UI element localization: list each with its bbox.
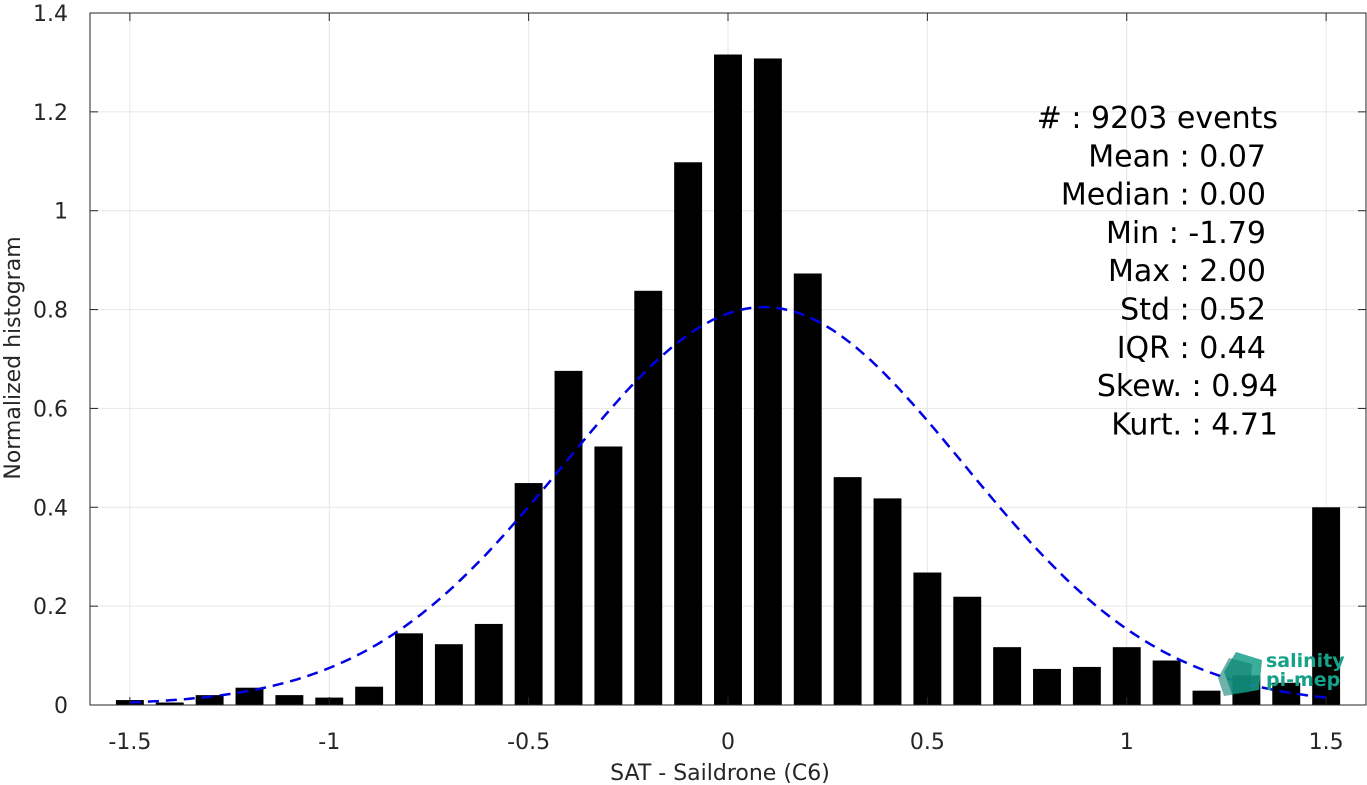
histogram-bar xyxy=(1152,660,1181,705)
y-axis-ticks: 0 0.2 0.4 0.6 0.8 1 1.2 1.4 xyxy=(33,2,1366,719)
stat-line: # : 9203 events xyxy=(1037,101,1278,136)
stat-line: Max : 2.00 xyxy=(1108,254,1266,289)
histogram-bar xyxy=(594,446,623,705)
gaussian-fit-curve xyxy=(129,305,1327,704)
histogram-bar xyxy=(793,273,822,705)
stat-line: Skew. : 0.94 xyxy=(1097,369,1278,404)
logo-line-1: salinity xyxy=(1266,650,1345,672)
histogram-bar xyxy=(634,290,663,705)
x-tick-label: 0 xyxy=(721,730,735,755)
histogram-bar xyxy=(913,572,942,705)
y-tick-label: 0 xyxy=(54,694,68,719)
y-tick-label: 0.6 xyxy=(33,397,68,422)
salinity-pi-mep-logo: salinity pi-mep xyxy=(1218,650,1345,696)
histogram-bar xyxy=(873,498,902,705)
histogram-bar xyxy=(833,477,862,705)
y-tick-label: 1.4 xyxy=(33,2,68,27)
stat-line: Median : 0.00 xyxy=(1061,178,1266,213)
histogram-bar xyxy=(1312,507,1341,705)
x-tick-label: -1.5 xyxy=(108,730,151,755)
stat-line: Min : -1.79 xyxy=(1106,216,1266,251)
histogram-bar xyxy=(355,686,384,705)
histogram-bar xyxy=(275,695,304,705)
x-tick-label: -1 xyxy=(318,730,340,755)
y-tick-label: 1.2 xyxy=(33,101,68,126)
histogram-bar xyxy=(1072,666,1101,705)
logo-wave-shape-back xyxy=(1218,658,1252,696)
histogram-bar xyxy=(155,702,184,705)
histogram-bars xyxy=(115,54,1341,705)
histogram-bar xyxy=(235,687,264,705)
histogram-bar xyxy=(434,644,463,705)
y-axis-label: Normalized histogram xyxy=(1,236,26,479)
x-tick-label: 0.5 xyxy=(910,730,945,755)
histogram-bar xyxy=(554,370,583,705)
histogram-bar xyxy=(1272,682,1301,705)
stat-line: IQR : 0.44 xyxy=(1117,331,1266,366)
histogram-bar xyxy=(474,623,503,705)
histogram-bar xyxy=(195,695,224,705)
x-tick-label: 1.5 xyxy=(1309,730,1344,755)
y-tick-label: 1 xyxy=(54,200,68,225)
histogram-bar xyxy=(753,58,782,705)
x-tick-label: -0.5 xyxy=(507,730,550,755)
y-tick-label: 0.8 xyxy=(33,299,68,324)
histogram-bar xyxy=(1033,668,1061,705)
histogram-bar xyxy=(674,162,703,705)
histogram-bar xyxy=(395,633,423,705)
histogram-bar xyxy=(514,483,543,705)
x-axis-label: SAT - Saildrone (C6) xyxy=(610,761,830,785)
x-tick-label: 1 xyxy=(1120,730,1134,755)
y-tick-label: 0.2 xyxy=(33,595,68,620)
histogram-bar xyxy=(1192,690,1221,705)
stat-line: Kurt. : 4.71 xyxy=(1111,407,1278,442)
x-axis-ticks: -1.5 -1 -0.5 0 0.5 1 1.5 xyxy=(108,13,1344,755)
y-tick-label: 0.4 xyxy=(33,496,68,521)
histogram-bar xyxy=(953,596,982,705)
histogram-bar xyxy=(714,54,742,705)
logo-line-2: pi-mep xyxy=(1266,669,1340,691)
stat-line: Std : 0.52 xyxy=(1120,293,1266,328)
histogram-bar xyxy=(1112,647,1141,705)
histogram-bar xyxy=(993,647,1022,705)
stat-line: Mean : 0.07 xyxy=(1088,139,1266,174)
